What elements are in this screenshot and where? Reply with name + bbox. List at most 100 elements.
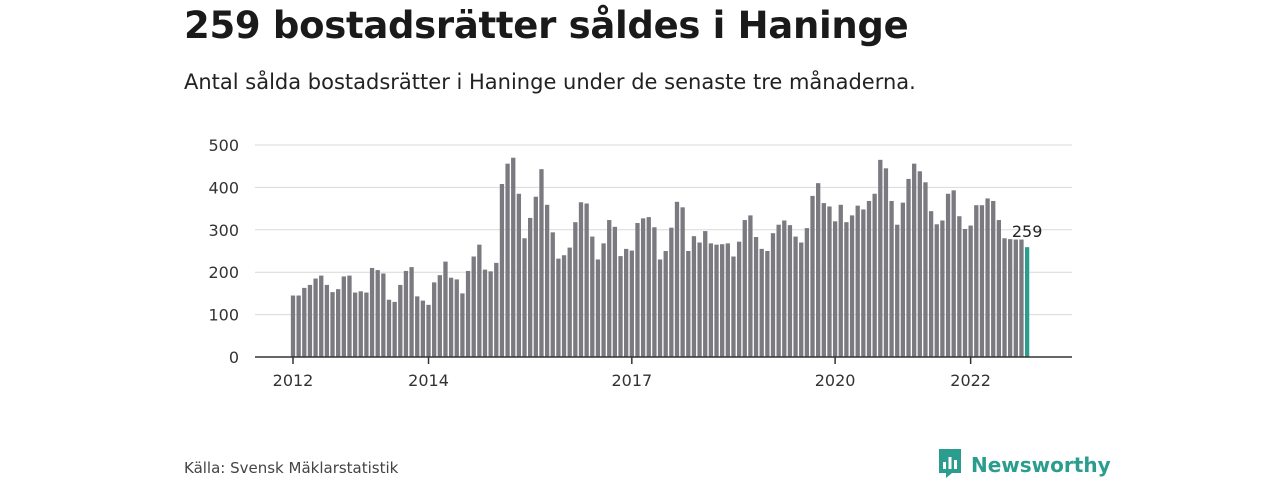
bar	[618, 256, 623, 357]
bar	[974, 205, 979, 357]
newsworthy-brand[interactable]: Newsworthy	[937, 449, 1111, 481]
bar	[629, 250, 634, 357]
bar	[578, 202, 584, 357]
bar	[680, 207, 685, 357]
bar	[872, 193, 877, 357]
bar	[533, 196, 538, 357]
y-tick-label: 100	[208, 306, 239, 325]
bar	[799, 242, 804, 357]
bar	[889, 200, 894, 357]
bar	[392, 301, 397, 357]
bar	[832, 221, 838, 357]
highlight-value-label: 259	[1012, 222, 1043, 241]
bar	[923, 182, 928, 357]
bar	[544, 204, 550, 357]
bar	[748, 215, 753, 357]
bar	[753, 237, 759, 357]
bar-chart: 0 100 200 300 400 500 259 2012 2014 2017 2020 2022	[208, 136, 1072, 390]
bar	[652, 227, 657, 357]
y-tick-label: 300	[208, 221, 239, 240]
bar	[302, 287, 307, 357]
bar	[358, 291, 363, 357]
bar	[465, 270, 471, 357]
brand-name: Newsworthy	[971, 453, 1111, 477]
bar	[765, 251, 770, 357]
bar	[674, 201, 680, 357]
bar	[776, 224, 781, 357]
bars	[290, 157, 1030, 357]
bar	[996, 220, 1002, 357]
bar	[657, 259, 663, 357]
bar	[810, 195, 815, 357]
bar-highlight	[1024, 247, 1030, 357]
bar	[844, 222, 849, 357]
chart-subtitle: Antal sålda bostadsrätter i Haninge unde…	[184, 70, 916, 94]
bar	[313, 278, 318, 357]
bar	[968, 225, 973, 357]
bar	[409, 267, 414, 357]
bar	[460, 293, 465, 357]
bar	[770, 233, 776, 357]
y-tick-label: 500	[208, 136, 239, 155]
axes: 0 100 200 300 400 500 259 2012 2014 2017 2020 2022	[208, 136, 1072, 390]
bar	[708, 243, 714, 357]
bar	[1019, 239, 1024, 357]
bar	[1002, 238, 1007, 357]
source-note: Källa: Svensk Mäklarstatistik	[184, 459, 399, 477]
bar	[324, 284, 330, 357]
bar	[448, 277, 454, 357]
bar	[866, 200, 872, 357]
bar	[454, 279, 459, 357]
bar	[725, 243, 730, 357]
bar	[595, 259, 601, 357]
bar	[635, 223, 640, 357]
bar	[895, 224, 900, 357]
bar	[804, 228, 810, 357]
bar	[403, 270, 409, 357]
bar	[550, 232, 555, 357]
bar	[624, 248, 629, 357]
bar	[341, 276, 346, 357]
x-tick-label: 2022	[950, 371, 991, 390]
bar	[573, 222, 578, 357]
bar	[369, 267, 375, 357]
bar	[714, 244, 719, 357]
bar	[437, 275, 442, 357]
bar	[1008, 239, 1013, 357]
bar	[951, 190, 956, 357]
bar	[347, 275, 352, 357]
bar	[900, 202, 906, 357]
bar	[477, 244, 482, 357]
x-tick-label: 2014	[408, 371, 449, 390]
bar	[499, 184, 505, 357]
bar	[878, 159, 883, 357]
newsworthy-logo-icon	[937, 447, 963, 483]
bar	[742, 220, 747, 357]
bar	[906, 178, 911, 357]
bar	[386, 299, 392, 357]
bar	[415, 296, 420, 357]
bar	[511, 157, 516, 357]
bar	[420, 300, 426, 357]
y-tick-label: 200	[208, 263, 239, 282]
bar	[962, 228, 968, 357]
chart-title: 259 bostadsrätter såldes i Haninge	[184, 4, 909, 47]
bar	[957, 216, 962, 357]
bar	[663, 251, 668, 357]
bar	[1013, 239, 1018, 357]
bar	[488, 271, 493, 357]
bar	[505, 163, 510, 357]
bar	[849, 215, 855, 357]
bar	[816, 183, 821, 357]
bar	[426, 304, 431, 357]
bar	[528, 217, 533, 357]
bar	[720, 244, 725, 357]
bar	[855, 205, 860, 357]
bar	[827, 206, 832, 357]
bar	[319, 275, 324, 357]
bar	[883, 168, 889, 357]
bar	[296, 295, 301, 357]
bar	[364, 292, 369, 357]
bar	[330, 292, 335, 357]
y-tick-label: 0	[229, 348, 239, 367]
